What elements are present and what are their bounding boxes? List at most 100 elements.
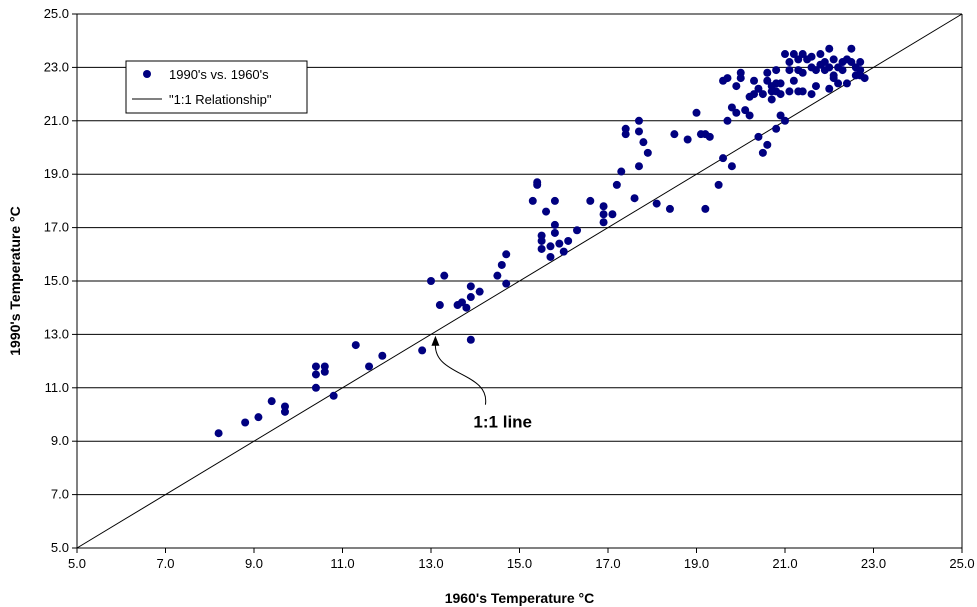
one-to-one-line-layer <box>76 13 963 549</box>
x-tick-labels: 5.0 7.0 9.0 11.0 13.0 15.0 17.0 19.0 21.0 23.0 25.… <box>68 556 975 571</box>
data-point <box>847 44 856 53</box>
data-point <box>825 44 834 53</box>
data-point <box>586 196 595 205</box>
data-point <box>537 231 546 240</box>
data-point <box>497 260 506 269</box>
data-point <box>772 124 781 133</box>
data-point <box>608 210 617 219</box>
legend-marker-scatter <box>143 70 151 78</box>
data-point <box>537 244 546 253</box>
data-point <box>781 116 789 125</box>
data-point <box>776 111 785 120</box>
data-point <box>838 66 847 75</box>
y-tick-label: 21.0 <box>44 113 69 128</box>
data-point <box>750 76 759 85</box>
data-point <box>798 68 807 77</box>
data-point <box>736 68 745 77</box>
x-tick-label: 25.0 <box>949 556 974 571</box>
data-point <box>860 74 869 83</box>
data-point <box>825 84 834 93</box>
y-tick-label: 17.0 <box>44 220 69 235</box>
data-point <box>351 341 360 350</box>
data-point <box>550 220 559 229</box>
data-point <box>267 397 276 406</box>
data-point <box>705 132 714 141</box>
y-tick-label: 19.0 <box>44 166 69 181</box>
data-point <box>320 362 329 371</box>
y-tick-labels: 5.0 7.0 9.0 11.0 13.0 15.0 17.0 19.0 21.0 23.0 25.… <box>44 6 69 555</box>
data-point <box>555 239 564 248</box>
data-point <box>811 66 820 75</box>
data-point <box>599 202 608 211</box>
legend-label-scatter: 1990's vs. 1960's <box>169 67 269 82</box>
data-point <box>378 351 387 360</box>
axes <box>72 13 963 553</box>
data-point <box>776 79 785 88</box>
x-tick-label: 23.0 <box>861 556 886 571</box>
data-point <box>462 303 471 312</box>
data-point <box>665 204 674 213</box>
data-point <box>856 66 865 75</box>
data-point <box>767 95 776 104</box>
data-point <box>254 413 263 422</box>
data-point <box>466 282 475 291</box>
data-point <box>781 50 789 59</box>
annotation-curve <box>434 343 486 405</box>
data-point <box>785 58 794 67</box>
legend-label-line: "1:1 Relationship" <box>169 92 272 107</box>
data-point <box>798 87 807 96</box>
data-point <box>546 242 555 251</box>
data-point <box>785 87 794 96</box>
data-point <box>754 84 763 93</box>
data-point <box>550 228 559 237</box>
y-tick-label: 5.0 <box>51 540 69 555</box>
data-point <box>365 362 374 371</box>
data-point <box>798 50 807 59</box>
data-point <box>528 196 537 205</box>
data-point <box>621 124 630 133</box>
x-tick-label: 5.0 <box>68 556 86 571</box>
data-point <box>807 90 816 99</box>
x-tick-label: 11.0 <box>330 556 354 571</box>
data-point <box>329 391 338 400</box>
data-point <box>727 162 736 171</box>
one-to-one-line <box>76 13 963 549</box>
data-point <box>683 135 692 144</box>
y-tick-label: 9.0 <box>51 433 69 448</box>
data-point <box>692 108 701 117</box>
data-point <box>763 140 772 149</box>
data-point <box>750 90 759 99</box>
data-point <box>701 204 710 213</box>
annotation: 1:1 line <box>431 335 532 432</box>
x-tick-label: 19.0 <box>684 556 709 571</box>
data-point <box>807 52 816 61</box>
data-point <box>856 58 865 67</box>
data-point <box>732 82 741 91</box>
data-point <box>550 196 559 205</box>
data-point <box>241 418 250 427</box>
data-point <box>723 116 732 125</box>
data-point <box>794 55 803 64</box>
x-tick-label: 7.0 <box>156 556 174 571</box>
data-point <box>741 106 750 115</box>
annotation-label: 1:1 line <box>473 413 532 432</box>
data-point <box>754 132 763 141</box>
data-point <box>634 116 643 125</box>
data-point <box>573 226 582 235</box>
data-point <box>466 293 475 302</box>
data-point <box>280 402 289 411</box>
x-tick-label: 15.0 <box>507 556 532 571</box>
data-point <box>599 218 608 227</box>
data-point <box>763 76 772 85</box>
data-point <box>612 180 621 189</box>
data-point <box>435 301 444 310</box>
data-point <box>785 66 794 75</box>
x-tick-label: 21.0 <box>772 556 797 571</box>
data-point <box>758 90 767 99</box>
data-point <box>789 50 798 59</box>
y-tick-label: 11.0 <box>45 380 69 395</box>
data-point <box>559 247 568 256</box>
data-point <box>820 58 829 67</box>
data-point <box>811 82 820 91</box>
